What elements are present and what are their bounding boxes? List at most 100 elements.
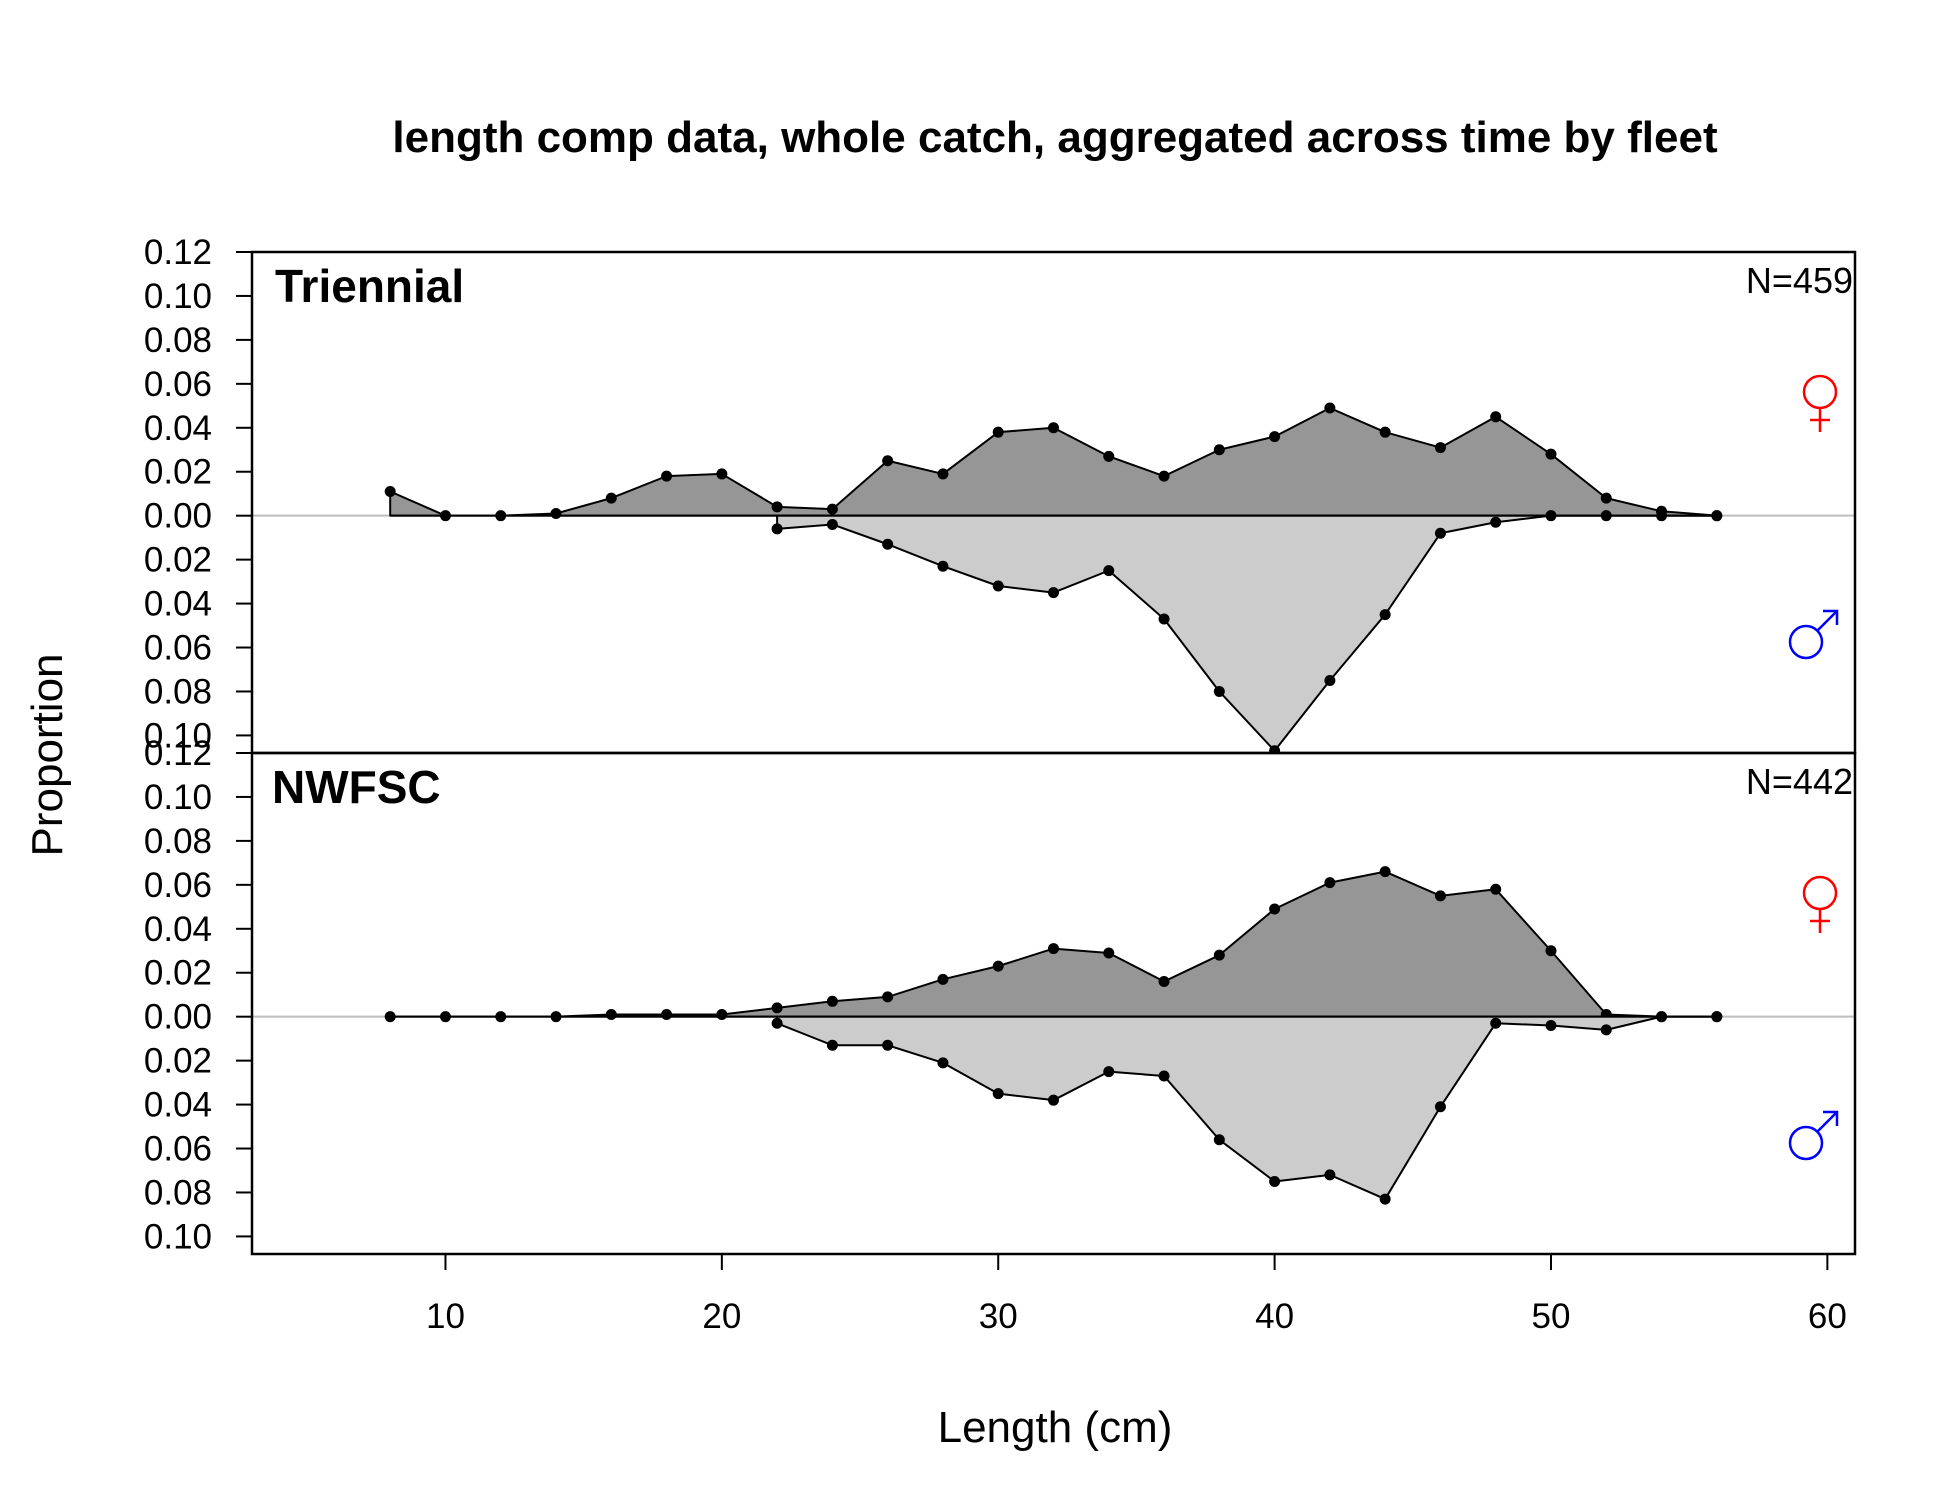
female-point	[1600, 492, 1612, 504]
x-tick-label: 60	[1808, 1297, 1847, 1336]
y-tick-label: 0.10	[144, 277, 212, 316]
male-point	[1158, 613, 1170, 625]
male-point	[1324, 674, 1336, 686]
male-point	[992, 1088, 1004, 1100]
y-tick-label: 0.08	[144, 321, 212, 360]
female-point	[1545, 945, 1557, 957]
female-point	[1324, 877, 1336, 889]
y-tick-label: 0.04	[144, 910, 212, 949]
male-point	[1213, 685, 1225, 697]
female-point	[992, 960, 1004, 972]
male-point	[1379, 1193, 1391, 1205]
male-point	[1490, 1017, 1502, 1029]
female-point	[1103, 450, 1115, 462]
y-tick-label: 0.12	[144, 734, 212, 773]
female-point	[1269, 431, 1281, 443]
y-tick-label: 0.06	[144, 1130, 212, 1169]
male-point	[1269, 1175, 1281, 1187]
female-point	[1490, 883, 1502, 895]
female-point	[1269, 903, 1281, 915]
y-tick-label: 0.08	[144, 822, 212, 861]
male-point	[1103, 1066, 1115, 1078]
y-tick-label: 0.00	[144, 497, 212, 536]
y-tick-label: 0.08	[144, 672, 212, 711]
panel-label-nwfsc: NWFSC	[272, 761, 441, 813]
male-point	[826, 1039, 838, 1051]
male-point	[1269, 745, 1281, 753]
female-point	[1324, 402, 1336, 414]
female-point	[1379, 426, 1391, 438]
sample-size-label: N=442	[1746, 761, 1853, 802]
y-tick-label: 0.10	[144, 778, 212, 817]
female-point	[661, 1008, 673, 1020]
female-area	[389, 870, 1718, 1018]
y-tick-label: 0.06	[144, 365, 212, 404]
female-point	[937, 973, 949, 985]
sample-size-label: N=459	[1746, 260, 1853, 301]
female-symbol-icon	[1802, 374, 1838, 432]
female-point	[1213, 949, 1225, 961]
y-tick-label: 0.06	[144, 629, 212, 668]
y-tick-label: 0.02	[144, 541, 212, 580]
x-tick-label: 50	[1532, 1297, 1571, 1336]
y-tick-label: 0.06	[144, 866, 212, 905]
y-tick-label: 0.08	[144, 1173, 212, 1212]
male-point	[826, 518, 838, 530]
x-axis-title: Length (cm)	[938, 1403, 1173, 1452]
female-point	[771, 501, 783, 513]
female-point	[882, 991, 894, 1003]
female-point	[1048, 943, 1059, 955]
male-point	[1434, 1101, 1446, 1113]
y-tick-label: 0.02	[144, 453, 212, 492]
panel-plot-area	[252, 866, 1855, 1205]
panel-label-triennial: Triennial	[275, 260, 464, 312]
male-point	[1048, 1094, 1059, 1106]
male-point	[937, 560, 949, 572]
panel-plot-area	[252, 402, 1855, 753]
y-tick-label: 0.04	[144, 1086, 212, 1125]
female-point	[384, 486, 396, 498]
x-axis: 10 20 30 40 50 60	[426, 1254, 1847, 1336]
female-point	[882, 455, 894, 467]
y-tick-label: 0.00	[144, 998, 212, 1037]
y-tick-label: 0.04	[144, 409, 212, 448]
male-symbol-icon	[1788, 1110, 1839, 1161]
y-tick-label: 0.12	[144, 233, 212, 272]
female-point	[992, 426, 1004, 438]
female-point	[1158, 470, 1170, 482]
male-point	[1600, 1024, 1612, 1036]
female-point	[1213, 444, 1225, 456]
female-point	[937, 468, 949, 480]
male-point	[1048, 587, 1059, 599]
male-point	[1324, 1169, 1336, 1181]
female-point	[716, 468, 728, 480]
panel-0: 0.12 0.10 0.08 0.06 0.04 0.02 0.00 0.02 0.04 0.06…	[144, 233, 1857, 755]
panels: 0.120.100.080.060.040.020.000.020.040.06…	[144, 233, 1857, 1256]
chart-title: length comp data, whole catch, aggregate…	[392, 113, 1718, 162]
male-point	[882, 538, 894, 550]
x-tick-label: 20	[702, 1297, 741, 1336]
x-tick-label: 10	[426, 1297, 465, 1336]
panel-frame	[250, 751, 1857, 1256]
female-point	[826, 995, 838, 1007]
y-tick-label: 0.10	[144, 716, 212, 755]
male-point	[771, 1017, 783, 1029]
female-point	[550, 507, 562, 519]
female-point	[771, 1002, 783, 1014]
male-point	[771, 523, 783, 535]
female-point	[1434, 442, 1446, 454]
female-point	[1103, 947, 1115, 959]
female-point	[1434, 890, 1446, 902]
male-area	[776, 514, 1718, 752]
male-point	[937, 1057, 949, 1069]
female-point	[661, 470, 673, 482]
y-tick-label: 0.10	[144, 1217, 212, 1256]
y-tick-label: 0.02	[144, 954, 212, 993]
female-symbol-icon	[1802, 875, 1838, 933]
male-point	[1158, 1070, 1170, 1082]
male-point	[1213, 1134, 1225, 1146]
male-point	[1490, 516, 1502, 528]
male-point	[1434, 527, 1446, 539]
y-axis-title: Proportion	[23, 653, 72, 856]
